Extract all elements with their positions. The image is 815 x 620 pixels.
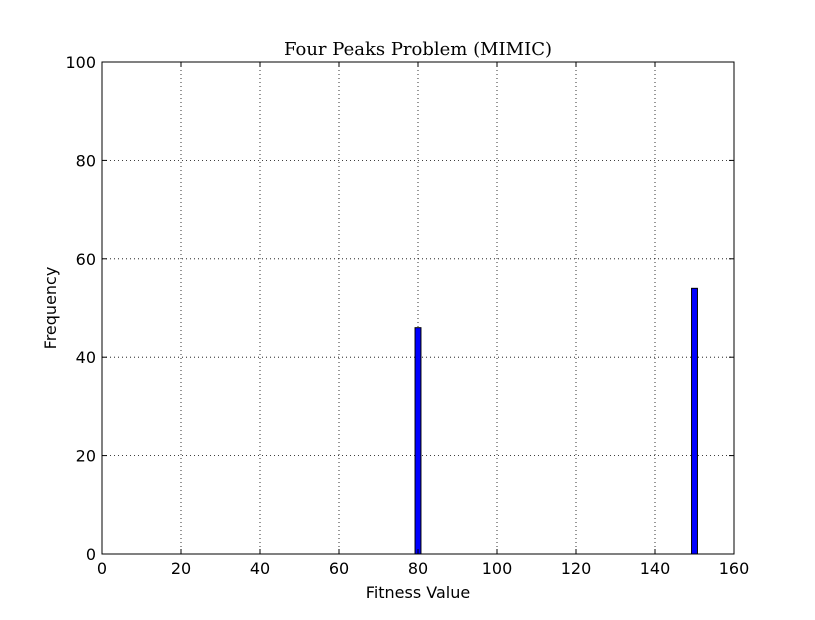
histogram-bar — [414, 327, 422, 555]
x-tick-label: 40 — [250, 559, 270, 578]
x-tick-label: 80 — [408, 559, 428, 578]
x-tick-label: 140 — [640, 559, 671, 578]
chart-title: Four Peaks Problem (MIMIC) — [284, 39, 552, 60]
y-tick-label: 60 — [76, 250, 96, 269]
x-tick-label: 100 — [482, 559, 513, 578]
x-axis-label: Fitness Value — [366, 583, 470, 602]
histogram-bar — [691, 287, 698, 555]
y-tick-label: 20 — [76, 447, 96, 466]
x-tick-label: 0 — [97, 559, 107, 578]
y-tick-label: 0 — [86, 545, 96, 564]
y-tick-label: 100 — [65, 53, 96, 72]
y-tick-label: 40 — [76, 348, 96, 367]
x-tick-label: 160 — [719, 559, 750, 578]
axis-ticks: 0 20 40 60 80 100 120 140 160 0 20 40 60 80 100 — [65, 53, 749, 578]
x-tick-label: 120 — [561, 559, 592, 578]
x-tick-label: 60 — [329, 559, 349, 578]
y-tick-label: 80 — [76, 151, 96, 170]
y-axis-label: Frequency — [41, 267, 60, 350]
x-tick-label: 20 — [171, 559, 191, 578]
